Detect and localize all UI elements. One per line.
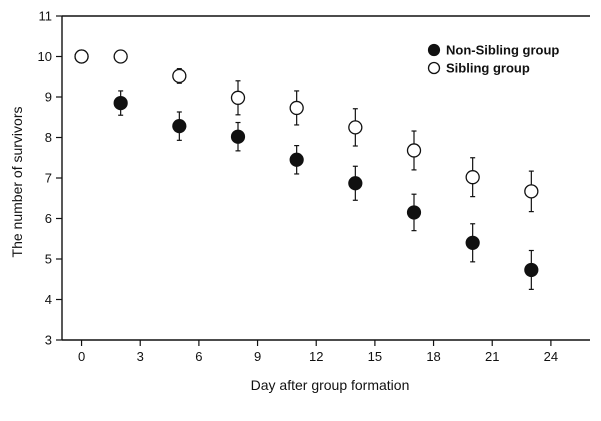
x-tick-label: 18 [426,349,440,364]
x-tick-label: 9 [254,349,261,364]
legend-label: Sibling group [446,61,530,76]
legend-marker [427,43,441,57]
series-non-sibling [74,49,539,290]
x-axis-label: Day after group formation [251,377,410,393]
data-point [289,100,304,116]
y-tick-label: 6 [45,211,52,226]
x-tick-label: 12 [309,349,323,364]
x-tick-label: 6 [195,349,202,364]
data-point [113,49,128,64]
x-tick-label: 24 [544,349,558,364]
x-axis-ticks: 0 3 6 9 12 15 18 21 24 [78,340,558,364]
y-tick-label: 11 [39,9,53,24]
data-series [74,49,539,290]
x-tick-label: 0 [78,349,85,364]
series-sibling [74,49,539,213]
data-point [348,176,363,191]
data-point [289,152,304,167]
y-tick-label: 3 [45,333,52,348]
y-tick-label: 10 [38,49,52,64]
data-point [465,235,480,250]
data-point [172,119,187,134]
data-point [406,143,422,158]
y-tick-label: 4 [45,292,52,307]
legend: Non-Sibling group Sibling group [427,43,559,76]
data-point [113,95,128,111]
data-point [230,129,246,144]
y-tick-label: 5 [45,252,52,267]
y-tick-label: 9 [45,90,52,105]
data-point [406,205,422,220]
x-tick-label: 15 [368,349,382,364]
data-point [230,90,246,105]
data-point [524,184,539,199]
x-tick-label: 21 [485,349,499,364]
y-axis-ticks: 3 4 5 6 7 8 9 10 11 [38,9,62,348]
data-point [465,170,480,185]
data-point [348,120,363,135]
x-tick-label: 3 [137,349,144,364]
y-tick-label: 7 [45,171,52,186]
legend-label: Non-Sibling group [446,43,559,58]
y-axis-label: The number of survivors [9,107,25,258]
data-point [172,68,187,84]
data-point [524,262,539,278]
legend-marker [427,61,441,75]
y-tick-label: 8 [45,130,52,145]
data-point [74,49,89,64]
